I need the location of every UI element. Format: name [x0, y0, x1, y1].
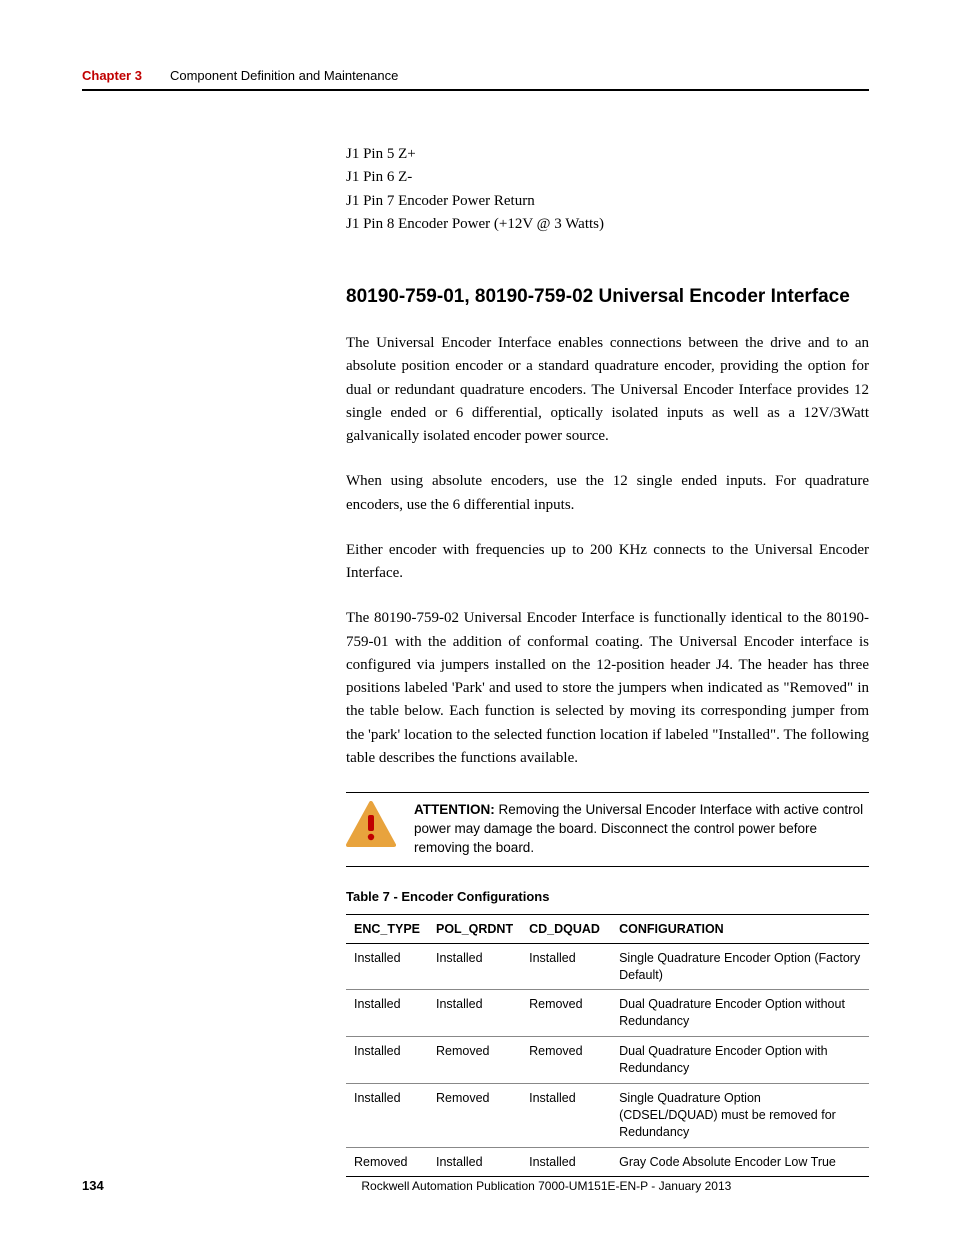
- table-cell: Removed: [521, 990, 611, 1037]
- section-heading: 80190-759-01, 80190-759-02 Universal Enc…: [346, 286, 869, 308]
- section-body: The Universal Encoder Interface enables …: [346, 332, 869, 1177]
- table-header-row: ENC_TYPE POL_QRDNT CD_DQUAD CONFIGURATIO…: [346, 914, 869, 943]
- table-header-cell: CD_DQUAD: [521, 914, 611, 943]
- page-header: Chapter 3 Component Definition and Maint…: [82, 68, 869, 91]
- table-cell: Removed: [428, 1037, 521, 1084]
- table-header-cell: CONFIGURATION: [611, 914, 869, 943]
- table-header-cell: ENC_TYPE: [346, 914, 428, 943]
- table-row: Installed Removed Installed Single Quadr…: [346, 1083, 869, 1147]
- table-cell: Installed: [346, 1037, 428, 1084]
- table-cell: Single Quadrature Option (CDSEL/DQUAD) m…: [611, 1083, 869, 1147]
- table-cell: Installed: [346, 943, 428, 990]
- attention-callout: ATTENTION: Removing the Universal Encode…: [346, 792, 869, 867]
- table-cell: Installed: [521, 943, 611, 990]
- encoder-config-table: ENC_TYPE POL_QRDNT CD_DQUAD CONFIGURATIO…: [346, 914, 869, 1178]
- page-footer: 134 Rockwell Automation Publication 7000…: [82, 1178, 869, 1193]
- table-cell: Single Quadrature Encoder Option (Factor…: [611, 943, 869, 990]
- table-caption: Table 7 - Encoder Configurations: [346, 889, 869, 904]
- warning-triangle-icon: [346, 801, 396, 847]
- chapter-title: Component Definition and Maintenance: [170, 68, 398, 83]
- chapter-label: Chapter 3: [82, 68, 142, 83]
- table-cell: Installed: [521, 1147, 611, 1177]
- table-cell: Installed: [521, 1083, 611, 1147]
- table-cell: Installed: [428, 990, 521, 1037]
- table-cell: Dual Quadrature Encoder Option with Redu…: [611, 1037, 869, 1084]
- page-container: Chapter 3 Component Definition and Maint…: [0, 0, 954, 1177]
- page-number: 134: [82, 1178, 104, 1193]
- table-cell: Installed: [346, 1083, 428, 1147]
- table-row: Removed Installed Installed Gray Code Ab…: [346, 1147, 869, 1177]
- table-row: Installed Installed Installed Single Qua…: [346, 943, 869, 990]
- table-row: Installed Removed Removed Dual Quadratur…: [346, 1037, 869, 1084]
- paragraph: The Universal Encoder Interface enables …: [346, 332, 869, 448]
- pin-line: J1 Pin 7 Encoder Power Return: [346, 190, 869, 213]
- pin-line: J1 Pin 8 Encoder Power (+12V @ 3 Watts): [346, 213, 869, 236]
- pin-line: J1 Pin 6 Z-: [346, 166, 869, 189]
- table-header-cell: POL_QRDNT: [428, 914, 521, 943]
- publication-info: Rockwell Automation Publication 7000-UM1…: [361, 1179, 731, 1193]
- table-row: Installed Installed Removed Dual Quadrat…: [346, 990, 869, 1037]
- table-cell: Removed: [346, 1147, 428, 1177]
- pin-line: J1 Pin 5 Z+: [346, 143, 869, 166]
- table-cell: Gray Code Absolute Encoder Low True: [611, 1147, 869, 1177]
- table-cell: Installed: [428, 943, 521, 990]
- paragraph: The 80190-759-02 Universal Encoder Inter…: [346, 607, 869, 770]
- table-cell: Installed: [346, 990, 428, 1037]
- paragraph: When using absolute encoders, use the 12…: [346, 470, 869, 517]
- pin-list-block: J1 Pin 5 Z+ J1 Pin 6 Z- J1 Pin 7 Encoder…: [346, 143, 869, 236]
- paragraph: Either encoder with frequencies up to 20…: [346, 539, 869, 586]
- table-cell: Dual Quadrature Encoder Option without R…: [611, 990, 869, 1037]
- table-cell: Removed: [428, 1083, 521, 1147]
- table-cell: Removed: [521, 1037, 611, 1084]
- table-cell: Installed: [428, 1147, 521, 1177]
- attention-text: ATTENTION: Removing the Universal Encode…: [414, 801, 869, 858]
- attention-label: ATTENTION:: [414, 802, 495, 817]
